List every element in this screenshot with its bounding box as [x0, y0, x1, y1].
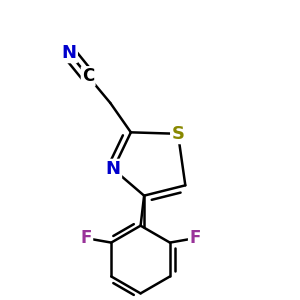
Text: S: S: [172, 125, 184, 143]
Text: F: F: [189, 229, 201, 247]
Text: C: C: [82, 68, 94, 85]
Text: F: F: [80, 229, 92, 247]
Text: N: N: [106, 160, 121, 178]
Text: N: N: [61, 44, 76, 62]
